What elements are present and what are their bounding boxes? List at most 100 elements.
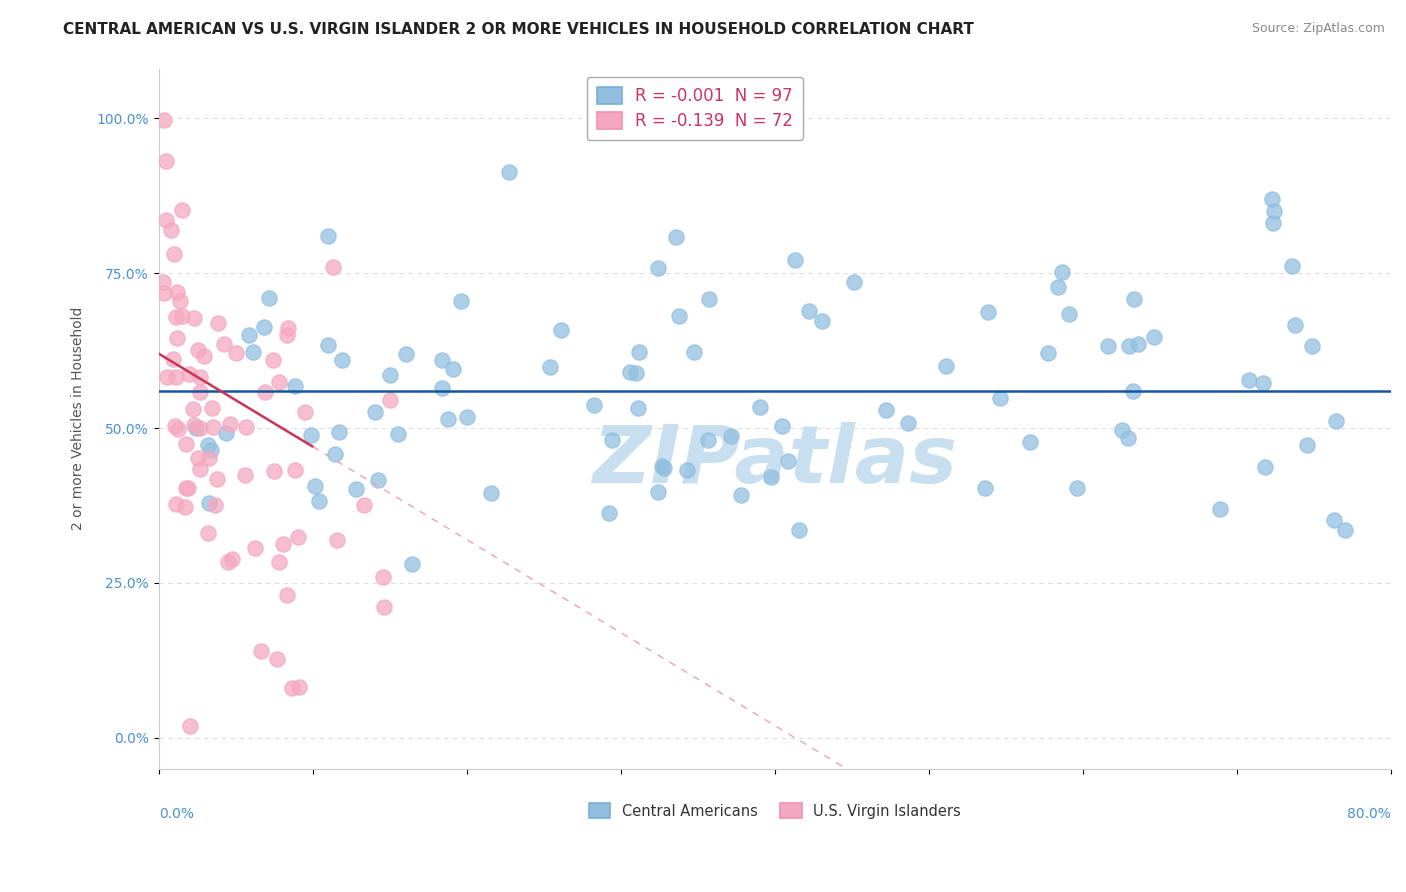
Point bbox=[193, 349, 215, 363]
Point bbox=[730, 488, 752, 502]
Text: 80.0%: 80.0% bbox=[1347, 807, 1391, 822]
Text: Source: ZipAtlas.com: Source: ZipAtlas.com bbox=[1251, 22, 1385, 36]
Point bbox=[330, 353, 353, 368]
Point bbox=[155, 212, 177, 227]
Point bbox=[179, 718, 201, 732]
Point bbox=[200, 443, 222, 458]
Point bbox=[697, 293, 720, 307]
Point bbox=[266, 652, 288, 666]
Point bbox=[287, 530, 309, 544]
Point bbox=[583, 398, 606, 412]
Point bbox=[187, 450, 209, 465]
Point bbox=[1261, 217, 1284, 231]
Point bbox=[288, 680, 311, 694]
Point bbox=[162, 351, 184, 366]
Point bbox=[202, 420, 225, 434]
Point bbox=[1128, 337, 1150, 351]
Point bbox=[322, 260, 344, 274]
Point bbox=[235, 419, 257, 434]
Point bbox=[326, 533, 349, 547]
Point bbox=[1118, 339, 1140, 353]
Point bbox=[253, 384, 276, 399]
Point bbox=[160, 222, 183, 236]
Point bbox=[318, 229, 340, 244]
Point bbox=[627, 344, 650, 359]
Point bbox=[1334, 523, 1357, 537]
Point bbox=[897, 416, 920, 430]
Point bbox=[1251, 376, 1274, 390]
Point bbox=[395, 347, 418, 361]
Point bbox=[174, 481, 197, 495]
Point bbox=[166, 285, 188, 299]
Point bbox=[647, 484, 669, 499]
Point bbox=[759, 469, 782, 483]
Point bbox=[183, 402, 205, 417]
Point bbox=[1326, 414, 1348, 428]
Point bbox=[720, 429, 742, 443]
Point bbox=[225, 346, 247, 360]
Point bbox=[799, 303, 821, 318]
Point bbox=[665, 230, 688, 244]
Point bbox=[624, 366, 647, 380]
Text: 0.0%: 0.0% bbox=[159, 807, 194, 822]
Point bbox=[187, 343, 209, 357]
Point bbox=[183, 418, 205, 433]
Point bbox=[770, 419, 793, 434]
Point bbox=[1116, 431, 1139, 445]
Point bbox=[436, 412, 458, 426]
Point bbox=[152, 275, 174, 289]
Text: ZIPatlas: ZIPatlas bbox=[592, 422, 957, 500]
Point bbox=[430, 353, 453, 368]
Point bbox=[165, 370, 187, 384]
Point bbox=[344, 482, 367, 496]
Point bbox=[787, 523, 810, 537]
Point bbox=[207, 472, 229, 486]
Point bbox=[401, 558, 423, 572]
Point bbox=[242, 345, 264, 359]
Point bbox=[1057, 307, 1080, 321]
Point bbox=[627, 401, 650, 415]
Point bbox=[165, 497, 187, 511]
Point bbox=[619, 364, 641, 378]
Point bbox=[183, 311, 205, 326]
Point bbox=[1263, 204, 1285, 219]
Point bbox=[188, 385, 211, 400]
Point bbox=[1066, 481, 1088, 495]
Point bbox=[207, 316, 229, 330]
Point bbox=[219, 417, 242, 432]
Point bbox=[267, 555, 290, 569]
Point bbox=[284, 463, 307, 477]
Point bbox=[697, 434, 720, 448]
Point bbox=[676, 463, 699, 477]
Point bbox=[176, 481, 198, 495]
Point bbox=[304, 479, 326, 493]
Point bbox=[441, 361, 464, 376]
Point bbox=[450, 294, 472, 309]
Point bbox=[190, 462, 212, 476]
Point bbox=[269, 375, 291, 389]
Point bbox=[276, 588, 298, 602]
Point bbox=[538, 359, 561, 374]
Point bbox=[1261, 192, 1284, 206]
Point bbox=[1323, 513, 1346, 527]
Point bbox=[153, 285, 176, 300]
Point bbox=[811, 314, 834, 328]
Point bbox=[323, 446, 346, 460]
Point bbox=[233, 467, 256, 482]
Point bbox=[277, 321, 299, 335]
Point bbox=[1281, 259, 1303, 273]
Point bbox=[263, 464, 285, 478]
Point bbox=[988, 392, 1011, 406]
Point bbox=[842, 275, 865, 289]
Point bbox=[1295, 438, 1317, 452]
Point bbox=[294, 405, 316, 419]
Point bbox=[198, 496, 221, 510]
Point bbox=[170, 310, 193, 324]
Point bbox=[1301, 339, 1323, 353]
Point bbox=[197, 526, 219, 541]
Point bbox=[456, 409, 478, 424]
Point bbox=[1019, 434, 1042, 449]
Point bbox=[170, 203, 193, 218]
Point bbox=[668, 310, 690, 324]
Point bbox=[259, 291, 281, 305]
